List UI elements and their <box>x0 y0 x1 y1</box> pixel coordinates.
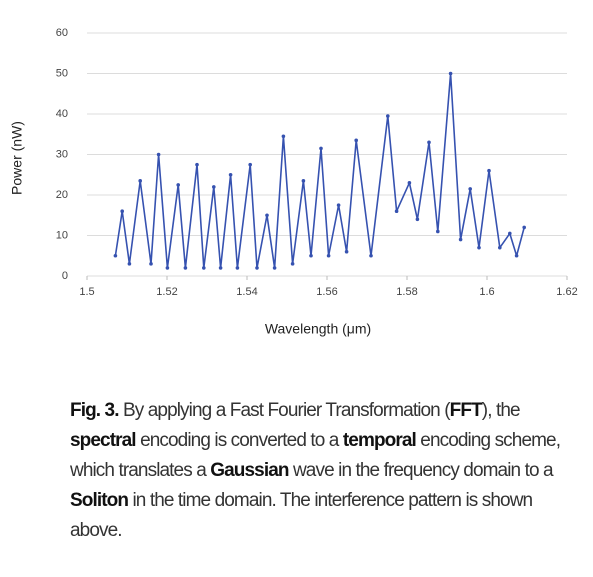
x-tick-label: 1.56 <box>316 286 337 298</box>
data-point <box>436 229 440 234</box>
caption-text: Gaussian <box>210 460 289 481</box>
caption-text: spectral <box>70 430 137 451</box>
data-point <box>369 253 373 258</box>
caption-text: ), the <box>481 400 521 421</box>
data-point <box>508 231 512 236</box>
data-point <box>468 187 473 191</box>
data-point <box>336 203 341 207</box>
data-point <box>386 114 390 118</box>
caption-text: encoding is converted to a <box>135 430 343 451</box>
caption-text: wave in the frequency domain to a <box>288 460 554 481</box>
x-tick-label: 1.62 <box>556 286 577 298</box>
data-point <box>326 253 331 258</box>
data-point <box>354 138 359 143</box>
data-point <box>120 209 124 213</box>
x-axis-label: Wavelength (μm) <box>265 321 371 337</box>
y-tick-label: 40 <box>56 108 68 120</box>
data-point <box>265 213 269 218</box>
data-point <box>407 181 412 185</box>
data-point <box>235 266 240 270</box>
data-point <box>514 253 519 258</box>
caption-text: temporal <box>342 430 417 451</box>
data-point <box>127 262 132 266</box>
data-point <box>309 253 313 258</box>
data-point <box>522 225 526 230</box>
data-point <box>218 266 223 270</box>
caption-text: Fig. 3. <box>70 400 120 421</box>
x-tick-label: 1.5 <box>79 286 94 298</box>
y-tick-label: 0 <box>62 270 68 282</box>
caption-text: Soliton <box>70 490 129 511</box>
y-axis-label: Power (nW) <box>9 121 25 195</box>
caption: Fig. 3. By applying a Fast Fourier Trans… <box>70 396 570 546</box>
data-point <box>195 162 199 167</box>
data-point <box>281 134 286 139</box>
data-point <box>487 168 491 173</box>
data-point <box>427 140 431 145</box>
data-line <box>114 72 525 269</box>
data-point <box>255 266 259 270</box>
data-point <box>113 253 118 258</box>
data-point <box>458 237 463 242</box>
data-point <box>228 172 233 177</box>
data-point <box>448 71 453 76</box>
data-point <box>176 183 180 187</box>
y-tick-label: 50 <box>56 67 68 79</box>
data-point <box>301 179 306 183</box>
data-point <box>138 179 142 183</box>
data-point <box>290 262 295 266</box>
x-tick-label: 1.52 <box>156 286 177 298</box>
data-point <box>183 266 188 270</box>
data-point <box>202 266 206 270</box>
x-tick-label: 1.54 <box>236 286 257 298</box>
data-point <box>156 152 161 157</box>
data-point <box>394 209 399 213</box>
data-point <box>149 262 153 266</box>
y-tick-label: 10 <box>56 229 68 241</box>
data-point <box>212 185 216 189</box>
chart: Wavelength (μm) Power (nW) 0 10 20 30 40 50 60… <box>9 27 578 337</box>
y-tick-label: 60 <box>56 27 68 39</box>
data-point <box>165 266 170 270</box>
y-tick-label: 20 <box>56 189 68 201</box>
caption-text: encoding scheme, which translates a <box>70 430 561 481</box>
data-point <box>477 245 481 250</box>
data-point <box>498 245 502 250</box>
y-tick-label: 30 <box>56 148 68 160</box>
x-tick-label: 1.6 <box>479 286 494 298</box>
data-point <box>415 217 420 222</box>
data-point <box>344 249 349 254</box>
caption-text: FFT <box>449 400 483 421</box>
data-point <box>248 162 252 167</box>
x-tick-label: 1.58 <box>396 286 417 298</box>
caption-text: By applying a Fast Fourier Transformatio… <box>118 400 451 421</box>
caption-text: in the time domain. The interference pat… <box>70 490 533 541</box>
data-point <box>272 266 277 270</box>
data-point <box>319 146 323 151</box>
